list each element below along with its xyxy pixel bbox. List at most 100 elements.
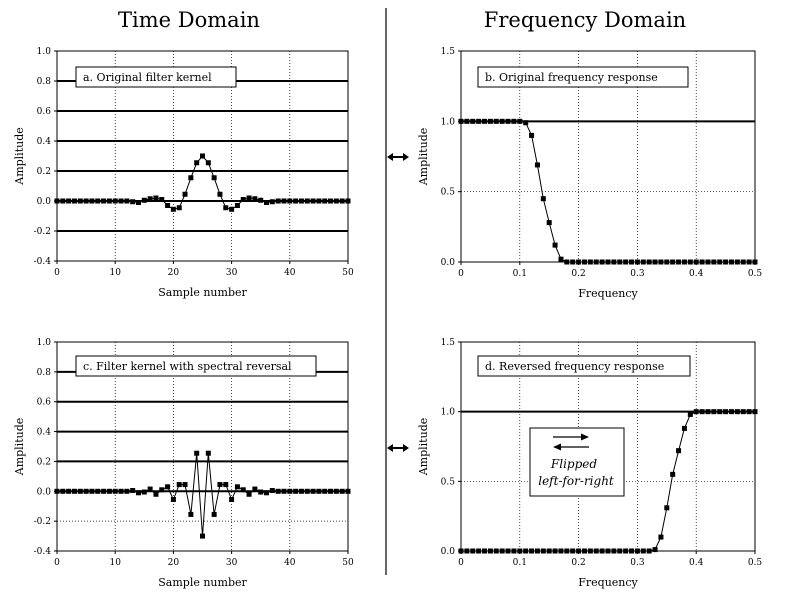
data-point: [135, 200, 141, 205]
data-point: [482, 548, 488, 554]
data-point: [200, 153, 205, 159]
data-point: [499, 548, 505, 554]
data-point: [153, 491, 159, 497]
data-point: [223, 482, 229, 488]
data-point: [71, 198, 77, 204]
data-point: [552, 242, 558, 248]
data-point: [699, 259, 705, 265]
data-point: [310, 488, 316, 494]
data-point: [240, 487, 246, 493]
data-point: [517, 118, 523, 124]
data-point: [316, 198, 322, 204]
x-tick-label: 0: [458, 269, 464, 279]
data-point: [112, 198, 118, 204]
data-point: [333, 488, 339, 494]
y-tick-label: 0.6: [37, 107, 52, 117]
data-point: [287, 198, 293, 204]
data-point: [617, 259, 623, 265]
data-point: [587, 259, 593, 265]
data-point: [211, 511, 217, 517]
y-tick-label: 0.2: [37, 457, 51, 467]
data-point: [599, 548, 605, 554]
x-axis-title: Frequency: [578, 576, 638, 589]
data-point: [458, 548, 464, 554]
data-point: [599, 259, 605, 265]
y-tick-label: 1.0: [441, 408, 456, 418]
annotation-box: [75, 355, 317, 377]
data-point: [534, 162, 540, 168]
data-point: [558, 256, 564, 262]
y-tick-label: 1.0: [37, 47, 52, 57]
data-point: [593, 259, 599, 265]
annotation-box: [477, 66, 689, 88]
data-point: [124, 198, 130, 204]
data-point: [546, 548, 552, 554]
flipped-note-line2: left-for-right: [538, 474, 614, 488]
annotation-label: c. Filter kernel with spectral reversal: [83, 360, 292, 373]
data-point: [746, 259, 752, 265]
data-point: [188, 511, 194, 517]
data-point: [281, 488, 287, 494]
data-point: [200, 533, 205, 539]
data-point: [77, 488, 83, 494]
data-point: [734, 409, 740, 415]
data-point: [258, 197, 264, 203]
plot-frame: [56, 341, 349, 552]
data-point: [605, 548, 611, 554]
data-point: [717, 409, 723, 415]
data-point: [629, 259, 635, 265]
data-point: [304, 198, 310, 204]
data-point: [540, 548, 546, 554]
x-tick-label: 0.2: [571, 269, 585, 279]
data-point: [740, 259, 746, 265]
x-tick-label: 0: [458, 558, 464, 568]
chart-panel-c: 0 10 20 30 40 50 -0.4 -0.2 0.0 0.2 0.4 0.6 0.8 1.0 Sam…: [13, 338, 354, 589]
data-point: [71, 488, 77, 494]
right-arrow-icon: [553, 433, 589, 441]
data-point: [229, 206, 235, 212]
data-point: [629, 548, 635, 554]
plot-frame: [56, 50, 349, 262]
data-point: [66, 488, 72, 494]
data-point: [345, 488, 351, 494]
data-point: [339, 488, 345, 494]
data-point: [304, 488, 310, 494]
data-point: [734, 259, 740, 265]
y-tick-label: 0.8: [37, 77, 52, 87]
data-point: [523, 548, 529, 554]
data-point: [141, 489, 147, 495]
data-point: [194, 160, 200, 166]
data-point: [77, 198, 83, 204]
data-point: [240, 197, 246, 202]
data-point: [135, 490, 141, 496]
data-point: [581, 548, 587, 554]
frequency-domain-heading: Frequency Domain: [484, 8, 686, 32]
data-point: [570, 259, 576, 265]
data-point: [298, 488, 304, 494]
data-point: [517, 548, 523, 554]
flipped-note-line1: Flipped: [550, 457, 597, 471]
x-tick-label: 30: [226, 558, 238, 568]
data-point: [752, 409, 758, 415]
data-point: [546, 220, 552, 226]
data-point: [464, 548, 470, 554]
double-arrow-icon-top: [387, 153, 409, 161]
data-point: [269, 488, 275, 494]
data-point: [153, 195, 159, 201]
data-point: [60, 488, 66, 494]
data-point: [322, 198, 328, 204]
x-tick-label: 20: [168, 268, 180, 278]
data-point: [275, 198, 281, 204]
data-point: [333, 198, 339, 204]
x-axis-title: Sample number: [158, 286, 247, 299]
data-point: [252, 196, 258, 202]
x-axis-title: Sample number: [158, 576, 247, 589]
data-point: [464, 118, 470, 124]
y-tick-label: -0.4: [34, 547, 52, 557]
data-point: [159, 197, 165, 202]
data-point: [106, 488, 112, 494]
data-point: [634, 548, 640, 554]
chart-panel-d: 0 0.1 0.2 0.3 0.4 0.5 0.0 0.5 1.0 1.5 Frequency Amp…: [417, 338, 762, 589]
data-point: [316, 488, 322, 494]
data-point: [723, 259, 729, 265]
